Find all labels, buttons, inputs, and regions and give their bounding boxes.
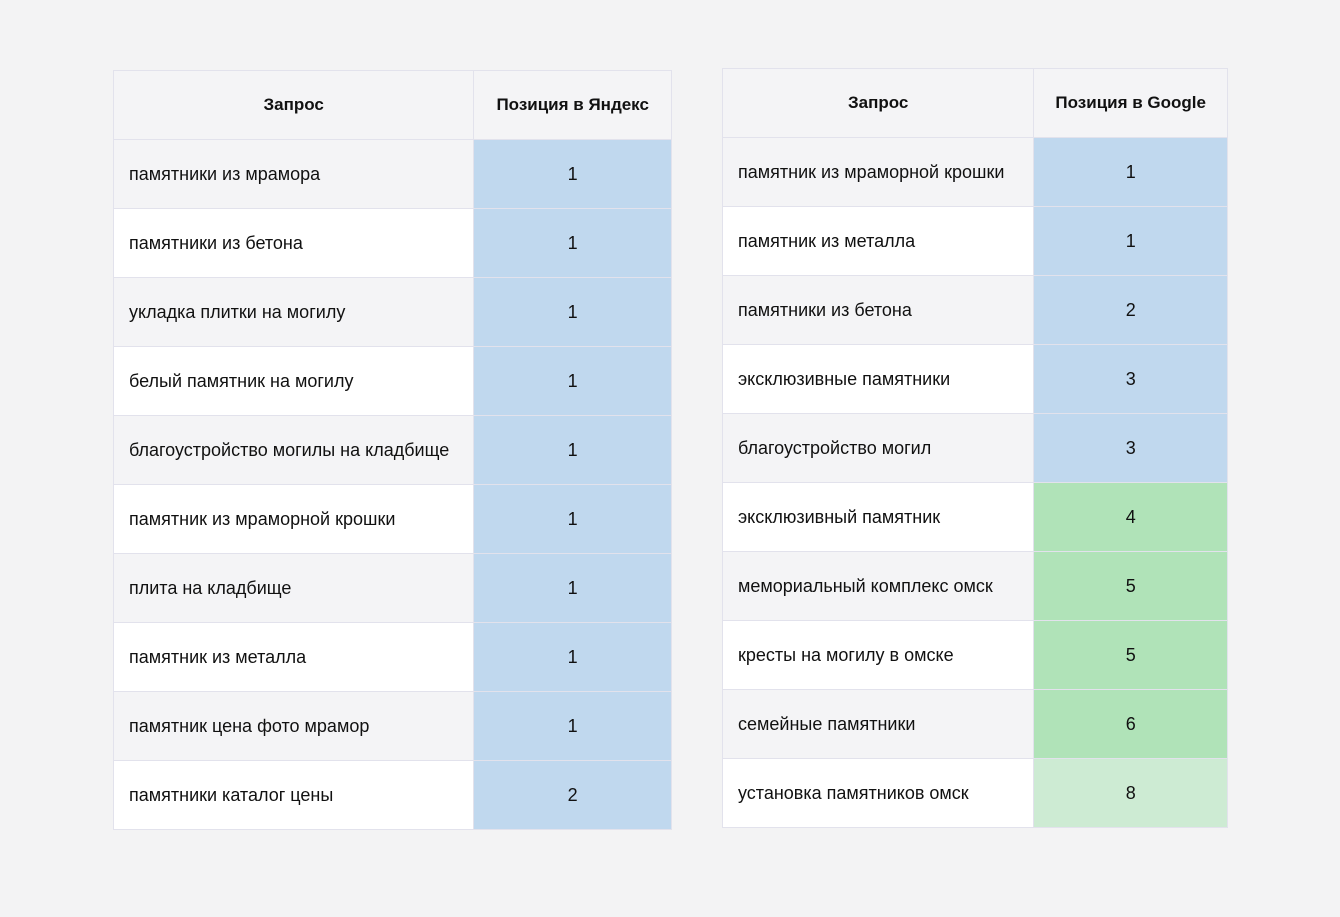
query-cell: установка памятников омск: [721, 758, 1035, 828]
position-cell: 4: [1033, 482, 1228, 552]
position-cell: 3: [1033, 413, 1228, 483]
table-row: установка памятников омск 8: [721, 758, 1228, 828]
table-row: благоустройство могилы на кладбище 1: [112, 415, 672, 485]
table-row: памятники из бетона 1: [112, 208, 672, 278]
query-cell: памятники каталог цены: [112, 760, 475, 830]
query-cell: эксклюзивный памятник: [721, 482, 1035, 552]
position-cell: 1: [473, 277, 672, 347]
query-cell: благоустройство могилы на кладбище: [112, 415, 475, 485]
table-row: памятник из металла 1: [721, 206, 1228, 276]
yandex-table: Запрос Позиция в Яндекс памятники из мрамо…: [112, 70, 672, 830]
query-cell: эксклюзивные памятники: [721, 344, 1035, 414]
position-cell: 5: [1033, 620, 1228, 690]
table-row: мемориальный комплекс омск 5: [721, 551, 1228, 621]
position-cell: 1: [473, 139, 672, 209]
table-row: памятники из мрамора 1: [112, 139, 672, 209]
table-row: памятник из мраморной крошки 1: [721, 137, 1228, 207]
position-cell: 6: [1033, 689, 1228, 759]
header-cell: Позиция в Google: [1033, 68, 1228, 138]
query-cell: памятник из металла: [721, 206, 1035, 276]
position-cell: 5: [1033, 551, 1228, 621]
query-cell: памятник из мраморной крошки: [721, 137, 1035, 207]
table-row: эксклюзивный памятник 4: [721, 482, 1228, 552]
table-row: кресты на могилу в омске 5: [721, 620, 1228, 690]
table-row: памятники из бетона 2: [721, 275, 1228, 345]
header-row: Запрос Позиция в Яндекс: [112, 70, 672, 140]
position-cell: 1: [473, 484, 672, 554]
query-cell: мемориальный комплекс омск: [721, 551, 1035, 621]
position-cell: 1: [473, 415, 672, 485]
query-cell: плита на кладбище: [112, 553, 475, 623]
query-cell: белый памятник на могилу: [112, 346, 475, 416]
query-cell: семейные памятники: [721, 689, 1035, 759]
query-cell: памятники из бетона: [721, 275, 1035, 345]
query-cell: памятник цена фото мрамор: [112, 691, 475, 761]
table-row: эксклюзивные памятники 3: [721, 344, 1228, 414]
position-cell: 1: [1033, 206, 1228, 276]
position-cell: 1: [473, 622, 672, 692]
position-cell: 2: [1033, 275, 1228, 345]
position-cell: 8: [1033, 758, 1228, 828]
table-row: укладка плитки на могилу 1: [112, 277, 672, 347]
query-cell: памятник из мраморной крошки: [112, 484, 475, 554]
position-cell: 2: [473, 760, 672, 830]
position-cell: 1: [473, 346, 672, 416]
table-row: памятник из металла 1: [112, 622, 672, 692]
position-cell: 1: [473, 553, 672, 623]
header-cell: Запрос: [721, 68, 1035, 138]
query-cell: кресты на могилу в омске: [721, 620, 1035, 690]
table-row: благоустройство могил 3: [721, 413, 1228, 483]
position-cell: 1: [1033, 137, 1228, 207]
table-row: памятник цена фото мрамор 1: [112, 691, 672, 761]
table-row: памятники каталог цены 2: [112, 760, 672, 830]
google-table: Запрос Позиция в Google памятник из мрамор…: [721, 68, 1228, 828]
table-row: семейные памятники 6: [721, 689, 1228, 759]
table-row: памятник из мраморной крошки 1: [112, 484, 672, 554]
header-cell: Позиция в Яндекс: [473, 70, 672, 140]
table-row: белый памятник на могилу 1: [112, 346, 672, 416]
position-cell: 1: [473, 208, 672, 278]
position-cell: 1: [473, 691, 672, 761]
header-cell: Запрос: [112, 70, 475, 140]
header-row: Запрос Позиция в Google: [721, 68, 1228, 138]
position-cell: 3: [1033, 344, 1228, 414]
query-cell: памятники из бетона: [112, 208, 475, 278]
query-cell: благоустройство могил: [721, 413, 1035, 483]
query-cell: памятник из металла: [112, 622, 475, 692]
query-cell: укладка плитки на могилу: [112, 277, 475, 347]
query-cell: памятники из мрамора: [112, 139, 475, 209]
table-row: плита на кладбище 1: [112, 553, 672, 623]
